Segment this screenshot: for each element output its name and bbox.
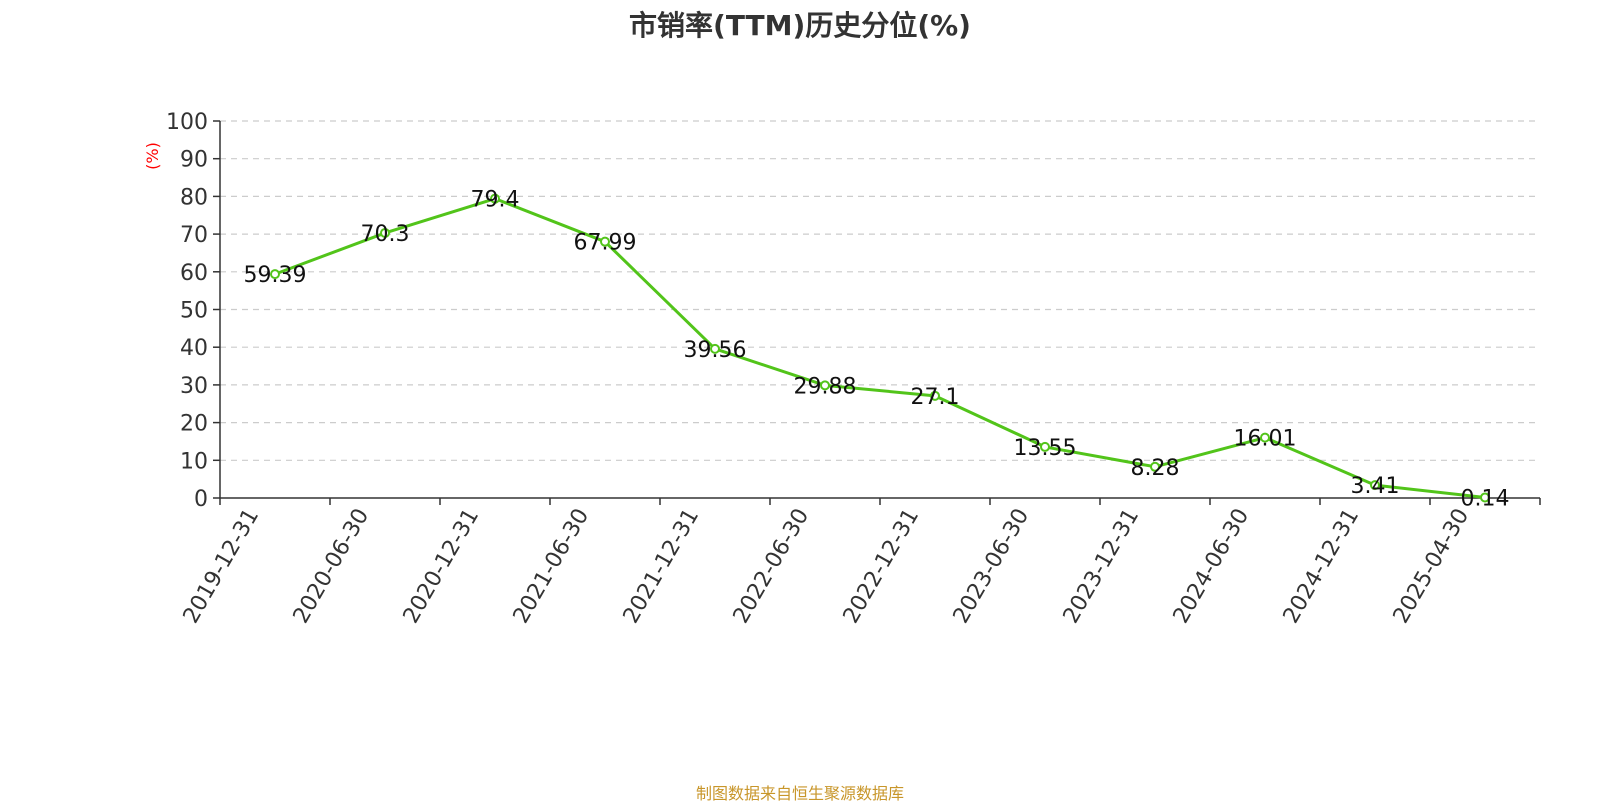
x-tick-label: 2021-06-30 [509, 505, 595, 628]
series-points [270, 193, 1490, 503]
data-label: 16.01 [1234, 427, 1297, 452]
y-tick-label: 0 [194, 487, 208, 512]
data-labels: 59.39 70.3 79.4 67.99 39.56 29.88 27.1 13.55 8.2… [244, 188, 1510, 512]
data-label: 59.39 [244, 263, 307, 288]
data-point [270, 269, 280, 280]
axes [213, 120, 1541, 505]
data-label: 8.28 [1131, 456, 1180, 481]
y-tick-label: 90 [180, 148, 208, 173]
x-tick-label: 2020-12-31 [399, 505, 485, 628]
x-tick-label: 2024-12-31 [1279, 505, 1365, 628]
y-axis-label: (%) [143, 142, 162, 170]
y-tick-label: 50 [180, 299, 208, 324]
data-label: 13.55 [1014, 436, 1077, 461]
grid-lines [220, 120, 1540, 461]
data-label: 67.99 [574, 231, 637, 256]
x-tick-labels: 2019-12-31 2020-06-30 2020-12-31 2021-06-30… [179, 505, 1475, 628]
y-tick-label: 70 [180, 223, 208, 248]
data-label: 70.3 [361, 222, 410, 247]
x-tick-label: 2019-12-31 [179, 505, 265, 628]
data-point [1150, 461, 1160, 472]
x-tick-label: 2021-12-31 [619, 505, 705, 628]
data-point [600, 236, 610, 247]
x-tick-label: 2025-04-30 [1389, 505, 1475, 628]
series-line [274, 197, 1486, 499]
data-point [820, 380, 830, 391]
x-tick-label: 2020-06-30 [289, 505, 375, 628]
x-tick-label: 2022-06-30 [729, 505, 815, 628]
x-tick-label: 2024-06-30 [1169, 505, 1255, 628]
y-tick-label: 80 [180, 185, 208, 210]
data-point [380, 227, 390, 238]
series-polyline [274, 197, 1486, 499]
y-tick-label: 60 [180, 261, 208, 286]
data-point [490, 193, 500, 204]
data-label: 27.1 [911, 385, 960, 410]
data-point [1040, 441, 1050, 452]
data-label: 3.41 [1351, 474, 1400, 499]
y-tick-labels: 0 10 20 30 40 50 60 70 80 90 100 [166, 110, 208, 512]
y-tick-label: 30 [180, 374, 208, 399]
data-point [1260, 432, 1270, 443]
x-tick-label: 2023-06-30 [949, 505, 1035, 628]
data-point [930, 390, 940, 401]
data-label: 29.88 [794, 374, 857, 399]
x-tick-label: 2022-12-31 [839, 505, 925, 628]
x-tick-label: 2023-12-31 [1059, 505, 1145, 628]
y-tick-label: 100 [166, 110, 208, 135]
data-point [1480, 492, 1490, 503]
y-tick-label: 20 [180, 412, 208, 437]
source-note: 制图数据来自恒生聚源数据库 [695, 784, 904, 803]
data-label: 0.14 [1461, 486, 1510, 511]
data-label: 39.56 [684, 338, 747, 363]
data-point [1370, 480, 1380, 491]
chart-title: 市销率(TTM)历史分位(%) [629, 9, 971, 42]
data-point [710, 343, 720, 354]
y-tick-label: 10 [180, 449, 208, 474]
y-tick-label: 40 [180, 336, 208, 361]
data-label: 79.4 [471, 188, 520, 213]
